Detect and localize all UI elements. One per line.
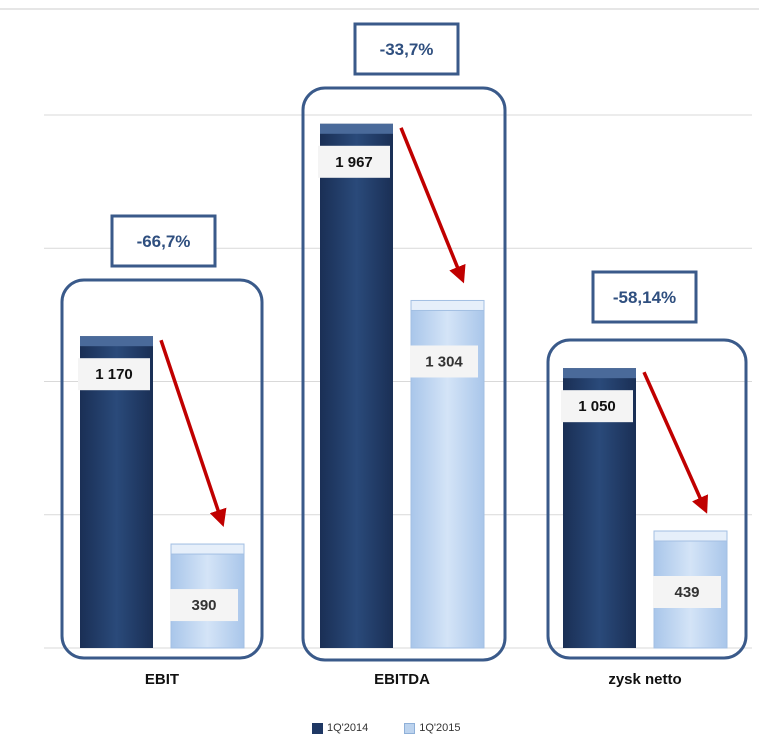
change-box <box>110 214 217 268</box>
legend-label-1q2015: 1Q'2015 <box>419 722 461 734</box>
decline-arrow <box>642 371 709 514</box>
value-label-1q2015: 390 <box>191 597 216 614</box>
decline-arrow <box>159 339 227 528</box>
value-label-1q2014: 1 967 <box>335 154 373 171</box>
legend: 1Q'2014 1Q'2015 <box>312 722 461 734</box>
value-label-bg <box>170 589 238 622</box>
change-box <box>591 270 698 324</box>
bar-cap-1q2014 <box>320 123 393 134</box>
group-frame <box>60 278 264 660</box>
value-label-1q2014: 1 170 <box>95 366 133 383</box>
legend-item-1q2014: 1Q'2014 <box>312 722 368 734</box>
value-label-bg <box>561 390 633 423</box>
value-label-bg <box>318 145 390 178</box>
change-label: -33,7% <box>380 40 434 59</box>
bar-1q2014 <box>320 123 393 649</box>
bar-cap-1q2014 <box>80 336 153 347</box>
change-box <box>353 22 460 76</box>
value-label-1q2015: 439 <box>674 584 699 601</box>
value-label-1q2014: 1 050 <box>578 398 616 415</box>
bar-cap-1q2015 <box>410 299 485 311</box>
value-label-bg <box>410 345 478 378</box>
category-label: zysk netto <box>608 671 681 688</box>
change-label: -58,14% <box>613 288 676 307</box>
category-label: EBIT <box>145 671 179 688</box>
value-label-bg <box>653 576 721 609</box>
bar-cap-1q2014 <box>563 368 636 379</box>
group-frame <box>546 338 748 660</box>
decline-arrow <box>399 127 466 284</box>
value-label-bg <box>78 358 150 391</box>
legend-label-1q2014: 1Q'2014 <box>327 722 369 734</box>
bar-cap-1q2015 <box>170 543 245 555</box>
legend-swatch-1q2015 <box>404 722 416 734</box>
value-label-1q2015: 1 304 <box>425 353 463 370</box>
legend-swatch-1q2014 <box>312 722 323 734</box>
bar-cap-1q2015 <box>653 530 728 542</box>
category-label: EBITDA <box>374 671 430 688</box>
change-label: -66,7% <box>137 232 191 251</box>
legend-item-1q2015: 1Q'2015 <box>404 722 461 734</box>
group-frame <box>301 86 507 662</box>
